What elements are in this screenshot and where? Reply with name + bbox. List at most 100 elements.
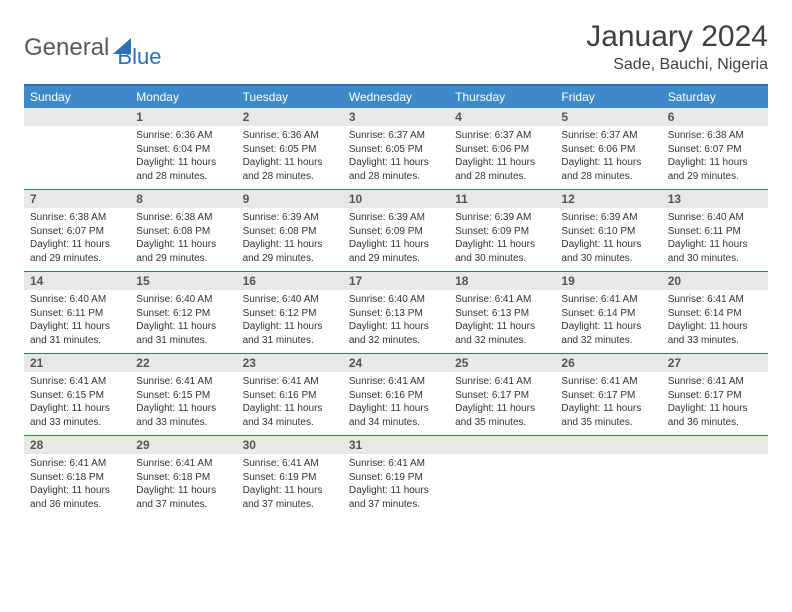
- day-number: 24: [343, 354, 449, 372]
- day-details: Sunrise: 6:41 AMSunset: 6:14 PMDaylight:…: [662, 290, 768, 353]
- day-cell: 15Sunrise: 6:40 AMSunset: 6:12 PMDayligh…: [130, 272, 236, 353]
- day-cell: 13Sunrise: 6:40 AMSunset: 6:11 PMDayligh…: [662, 190, 768, 271]
- day-header-sun: Sunday: [24, 86, 130, 108]
- empty-day-header: [555, 436, 661, 454]
- day-number: 13: [662, 190, 768, 208]
- day-details: Sunrise: 6:36 AMSunset: 6:04 PMDaylight:…: [130, 126, 236, 189]
- empty-day-header: [24, 108, 130, 126]
- day-details: Sunrise: 6:39 AMSunset: 6:10 PMDaylight:…: [555, 208, 661, 271]
- day-number: 18: [449, 272, 555, 290]
- day-cell: 1Sunrise: 6:36 AMSunset: 6:04 PMDaylight…: [130, 108, 236, 189]
- day-cell: 9Sunrise: 6:39 AMSunset: 6:08 PMDaylight…: [237, 190, 343, 271]
- day-cell: 25Sunrise: 6:41 AMSunset: 6:17 PMDayligh…: [449, 354, 555, 435]
- day-details: Sunrise: 6:37 AMSunset: 6:06 PMDaylight:…: [449, 126, 555, 189]
- day-number: 27: [662, 354, 768, 372]
- day-details: Sunrise: 6:40 AMSunset: 6:11 PMDaylight:…: [662, 208, 768, 271]
- day-details: Sunrise: 6:39 AMSunset: 6:08 PMDaylight:…: [237, 208, 343, 271]
- day-number: 19: [555, 272, 661, 290]
- day-cell: 20Sunrise: 6:41 AMSunset: 6:14 PMDayligh…: [662, 272, 768, 353]
- day-number: 10: [343, 190, 449, 208]
- day-cell: 11Sunrise: 6:39 AMSunset: 6:09 PMDayligh…: [449, 190, 555, 271]
- day-details: Sunrise: 6:38 AMSunset: 6:08 PMDaylight:…: [130, 208, 236, 271]
- month-title: January 2024: [586, 20, 768, 54]
- day-cell: 5Sunrise: 6:37 AMSunset: 6:06 PMDaylight…: [555, 108, 661, 189]
- title-block: January 2024 Sade, Bauchi, Nigeria: [586, 20, 768, 74]
- day-header-thu: Thursday: [449, 86, 555, 108]
- day-cell: 30Sunrise: 6:41 AMSunset: 6:19 PMDayligh…: [237, 436, 343, 517]
- day-details: Sunrise: 6:37 AMSunset: 6:05 PMDaylight:…: [343, 126, 449, 189]
- day-cell: 26Sunrise: 6:41 AMSunset: 6:17 PMDayligh…: [555, 354, 661, 435]
- day-cell: 4Sunrise: 6:37 AMSunset: 6:06 PMDaylight…: [449, 108, 555, 189]
- day-number: 5: [555, 108, 661, 126]
- day-number: 9: [237, 190, 343, 208]
- day-details: Sunrise: 6:39 AMSunset: 6:09 PMDaylight:…: [343, 208, 449, 271]
- day-number: 15: [130, 272, 236, 290]
- day-details: Sunrise: 6:41 AMSunset: 6:19 PMDaylight:…: [237, 454, 343, 517]
- day-details: Sunrise: 6:37 AMSunset: 6:06 PMDaylight:…: [555, 126, 661, 189]
- header: General Blue January 2024 Sade, Bauchi, …: [24, 20, 768, 74]
- day-details: Sunrise: 6:41 AMSunset: 6:18 PMDaylight:…: [24, 454, 130, 517]
- day-number: 29: [130, 436, 236, 454]
- day-number: 17: [343, 272, 449, 290]
- day-details: Sunrise: 6:38 AMSunset: 6:07 PMDaylight:…: [24, 208, 130, 271]
- day-number: 26: [555, 354, 661, 372]
- day-details: Sunrise: 6:40 AMSunset: 6:12 PMDaylight:…: [130, 290, 236, 353]
- day-number: 14: [24, 272, 130, 290]
- day-cell: 21Sunrise: 6:41 AMSunset: 6:15 PMDayligh…: [24, 354, 130, 435]
- day-header-mon: Monday: [130, 86, 236, 108]
- day-cell: 23Sunrise: 6:41 AMSunset: 6:16 PMDayligh…: [237, 354, 343, 435]
- day-details: Sunrise: 6:41 AMSunset: 6:14 PMDaylight:…: [555, 290, 661, 353]
- day-cell: 27Sunrise: 6:41 AMSunset: 6:17 PMDayligh…: [662, 354, 768, 435]
- day-number: 28: [24, 436, 130, 454]
- location-label: Sade, Bauchi, Nigeria: [586, 56, 768, 74]
- day-number: 1: [130, 108, 236, 126]
- day-details: Sunrise: 6:39 AMSunset: 6:09 PMDaylight:…: [449, 208, 555, 271]
- day-cell: 2Sunrise: 6:36 AMSunset: 6:05 PMDaylight…: [237, 108, 343, 189]
- day-details: Sunrise: 6:40 AMSunset: 6:13 PMDaylight:…: [343, 290, 449, 353]
- day-header-sat: Saturday: [662, 86, 768, 108]
- day-header-fri: Friday: [555, 86, 661, 108]
- day-details: Sunrise: 6:41 AMSunset: 6:19 PMDaylight:…: [343, 454, 449, 517]
- day-details: Sunrise: 6:41 AMSunset: 6:15 PMDaylight:…: [130, 372, 236, 435]
- day-header-row: Sunday Monday Tuesday Wednesday Thursday…: [24, 86, 768, 108]
- day-number: 23: [237, 354, 343, 372]
- day-details: Sunrise: 6:41 AMSunset: 6:17 PMDaylight:…: [662, 372, 768, 435]
- day-cell: [24, 108, 130, 189]
- day-number: 4: [449, 108, 555, 126]
- day-number: 25: [449, 354, 555, 372]
- day-number: 16: [237, 272, 343, 290]
- empty-day-header: [662, 436, 768, 454]
- day-details: Sunrise: 6:36 AMSunset: 6:05 PMDaylight:…: [237, 126, 343, 189]
- weeks-container: 1Sunrise: 6:36 AMSunset: 6:04 PMDaylight…: [24, 108, 768, 517]
- day-details: Sunrise: 6:38 AMSunset: 6:07 PMDaylight:…: [662, 126, 768, 189]
- day-cell: 18Sunrise: 6:41 AMSunset: 6:13 PMDayligh…: [449, 272, 555, 353]
- day-number: 12: [555, 190, 661, 208]
- day-details: Sunrise: 6:41 AMSunset: 6:15 PMDaylight:…: [24, 372, 130, 435]
- day-number: 22: [130, 354, 236, 372]
- day-number: 11: [449, 190, 555, 208]
- logo-text-blue: Blue: [117, 26, 161, 70]
- day-number: 30: [237, 436, 343, 454]
- week-row: 7Sunrise: 6:38 AMSunset: 6:07 PMDaylight…: [24, 189, 768, 271]
- day-number: 7: [24, 190, 130, 208]
- day-cell: 16Sunrise: 6:40 AMSunset: 6:12 PMDayligh…: [237, 272, 343, 353]
- day-cell: 12Sunrise: 6:39 AMSunset: 6:10 PMDayligh…: [555, 190, 661, 271]
- day-cell: 31Sunrise: 6:41 AMSunset: 6:19 PMDayligh…: [343, 436, 449, 517]
- week-row: 21Sunrise: 6:41 AMSunset: 6:15 PMDayligh…: [24, 353, 768, 435]
- day-cell: 29Sunrise: 6:41 AMSunset: 6:18 PMDayligh…: [130, 436, 236, 517]
- day-number: 8: [130, 190, 236, 208]
- day-number: 3: [343, 108, 449, 126]
- week-row: 28Sunrise: 6:41 AMSunset: 6:18 PMDayligh…: [24, 435, 768, 517]
- day-details: Sunrise: 6:40 AMSunset: 6:12 PMDaylight:…: [237, 290, 343, 353]
- week-row: 14Sunrise: 6:40 AMSunset: 6:11 PMDayligh…: [24, 271, 768, 353]
- day-cell: 14Sunrise: 6:40 AMSunset: 6:11 PMDayligh…: [24, 272, 130, 353]
- day-cell: 10Sunrise: 6:39 AMSunset: 6:09 PMDayligh…: [343, 190, 449, 271]
- logo: General Blue: [24, 20, 161, 70]
- day-cell: [449, 436, 555, 517]
- day-cell: 28Sunrise: 6:41 AMSunset: 6:18 PMDayligh…: [24, 436, 130, 517]
- day-cell: 19Sunrise: 6:41 AMSunset: 6:14 PMDayligh…: [555, 272, 661, 353]
- day-number: 21: [24, 354, 130, 372]
- day-cell: [662, 436, 768, 517]
- day-details: Sunrise: 6:41 AMSunset: 6:16 PMDaylight:…: [237, 372, 343, 435]
- day-cell: 8Sunrise: 6:38 AMSunset: 6:08 PMDaylight…: [130, 190, 236, 271]
